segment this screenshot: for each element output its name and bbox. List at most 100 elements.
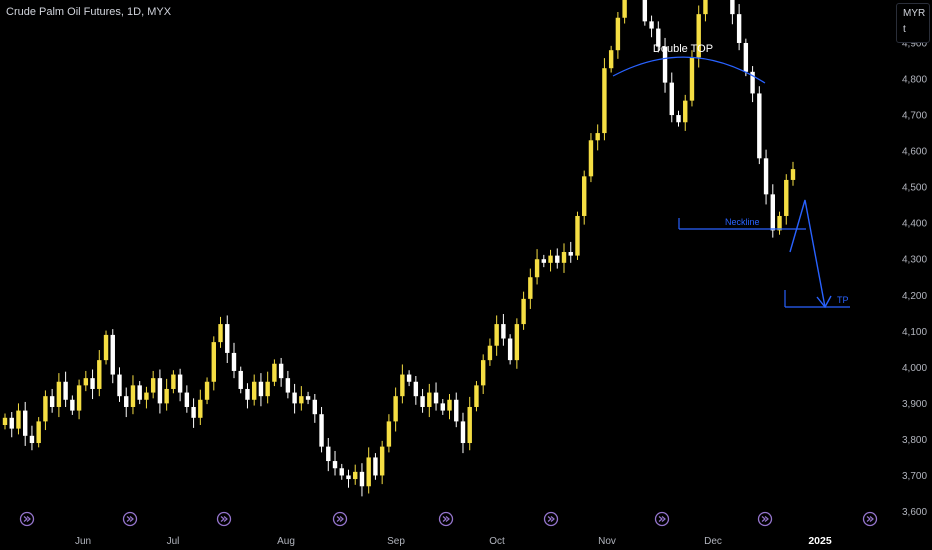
candle-body — [649, 21, 654, 29]
candle-body — [662, 46, 668, 83]
neckline-label: Neckline — [725, 217, 760, 227]
candle-body — [507, 338, 513, 361]
candle-body — [265, 381, 270, 397]
candle-body — [124, 396, 129, 407]
candle-body — [588, 140, 594, 177]
candle-body — [595, 133, 600, 141]
candle-body — [420, 396, 425, 407]
candle-body — [514, 324, 520, 361]
candle-body — [130, 385, 136, 407]
candle-body — [501, 324, 506, 339]
candle-body — [373, 457, 378, 476]
fast-forward-circle-icon[interactable] — [122, 511, 138, 527]
candle-body — [204, 381, 210, 400]
candle-body — [63, 381, 68, 400]
fast-forward-circle-icon[interactable] — [19, 511, 35, 527]
candle-body — [521, 298, 526, 325]
candle-body — [43, 396, 48, 422]
candle-body — [184, 392, 190, 407]
price-axis[interactable]: 3,600 3,700 3,800 3,900 4,000 4,100 4,200 4,300… — [902, 0, 927, 518]
candle-body — [379, 446, 385, 476]
x-tick-label: Oct — [489, 536, 505, 547]
candle-body — [669, 82, 674, 116]
candle-body — [339, 468, 344, 476]
candle-body — [480, 360, 486, 386]
y-tick-label: 4,000 — [902, 363, 927, 374]
candle-body — [494, 324, 499, 346]
candle-body — [103, 334, 109, 361]
candle-body — [447, 399, 452, 411]
fast-forward-circle-icon[interactable] — [216, 511, 232, 527]
candle-body — [406, 374, 412, 382]
candle-body — [150, 378, 156, 393]
candle-body — [454, 399, 459, 422]
candle-body — [366, 457, 371, 487]
y-tick-label: 3,900 — [902, 399, 927, 410]
y-tick-label: 4,100 — [902, 327, 927, 338]
candle-body — [117, 374, 122, 397]
candle-body — [440, 403, 445, 411]
candle-body — [696, 14, 701, 58]
candle-body — [784, 179, 789, 216]
candle-body — [225, 324, 230, 353]
candle-body — [353, 471, 358, 480]
candle-body — [582, 176, 587, 216]
candle-body — [278, 363, 284, 379]
candle-body — [743, 42, 749, 72]
candle-body — [198, 399, 203, 418]
fast-forward-circle-icon[interactable] — [654, 511, 670, 527]
candle-body — [346, 475, 351, 480]
y-tick-label: 3,600 — [902, 507, 927, 518]
candle-body — [427, 392, 432, 407]
candle-body — [602, 68, 607, 134]
fast-forward-circle-icon[interactable] — [332, 511, 348, 527]
y-tick-label: 3,800 — [902, 435, 927, 446]
candle-body — [487, 345, 493, 361]
candle-body — [689, 57, 695, 101]
candle-body — [97, 360, 102, 389]
candlestick-series — [2, 0, 796, 497]
fast-forward-circle-icon[interactable] — [757, 511, 773, 527]
candle-body — [56, 381, 62, 407]
projection-path — [789, 199, 826, 308]
candle-body — [676, 115, 681, 123]
candle-body — [386, 421, 392, 447]
candle-body — [231, 352, 237, 371]
candle-body — [110, 334, 115, 375]
candle-body — [575, 215, 580, 256]
fast-forward-circle-icon[interactable] — [543, 511, 559, 527]
candle-body — [76, 385, 82, 411]
candle-body — [467, 406, 472, 444]
candle-body — [285, 378, 291, 393]
candle-body — [177, 374, 183, 393]
x-tick-label: Nov — [598, 536, 616, 547]
candle-body — [413, 381, 419, 397]
x-tick-label: Dec — [704, 536, 722, 547]
candle-body — [433, 392, 439, 404]
candle-body — [548, 255, 553, 263]
x-tick-label: Jun — [75, 536, 91, 547]
candle-body — [292, 392, 297, 404]
candle-body — [83, 378, 89, 386]
candle-body — [137, 385, 142, 400]
fast-forward-circle-icon[interactable] — [862, 511, 878, 527]
candle-body — [29, 435, 35, 444]
candle-body — [245, 388, 250, 400]
fast-forward-circle-icon[interactable] — [438, 511, 454, 527]
x-tick-label: Jul — [167, 536, 180, 547]
candle-body — [561, 252, 567, 263]
time-axis[interactable]: Jun Jul Aug Sep Oct Nov Dec 2025 — [75, 535, 832, 547]
candle-body — [171, 374, 176, 389]
y-tick-label: 3,700 — [902, 471, 927, 482]
candle-body — [568, 252, 573, 256]
candle-body — [16, 410, 21, 429]
candle-body — [36, 421, 41, 444]
candle-body — [258, 381, 264, 397]
currency-unit-box[interactable]: MYR t — [896, 3, 930, 43]
candle-body — [251, 381, 257, 400]
candle-body — [144, 392, 149, 400]
candle-body — [790, 169, 796, 180]
candle-body — [326, 446, 331, 462]
candle-body — [393, 396, 398, 422]
